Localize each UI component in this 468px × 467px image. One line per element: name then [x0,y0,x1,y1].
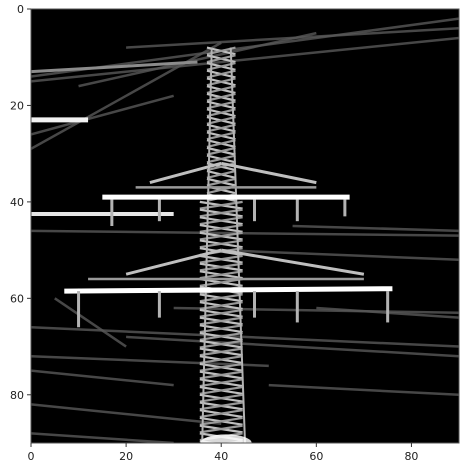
lower-crossarm [64,286,393,294]
tower-lattice [199,401,243,411]
background-line [31,229,459,237]
upper-truss [220,161,317,185]
tower-mast-left [201,47,213,443]
background-line [54,297,127,348]
background-line [173,306,459,315]
background-line [31,41,222,150]
x-tick-label: 20 [119,450,133,463]
y-axis: 0 20 40 60 80 [10,3,31,402]
background-line [126,335,459,358]
tower-lattice [199,362,243,372]
y-tick-label: 0 [17,3,24,16]
tower-lattice [206,115,236,125]
y-tick-label: 60 [10,292,24,305]
lower-truss [220,248,365,276]
tower-lattice [206,154,236,164]
background-line [31,369,174,387]
tower-lattice [206,108,236,118]
upper-truss [149,161,222,185]
background-line [31,432,174,443]
background-line [31,354,269,368]
tower-lattice [206,92,236,102]
tower-lattice [199,347,243,357]
background-line [292,224,459,233]
tower-lattice [206,131,236,141]
tower-base-glow [200,434,252,443]
lower-truss [125,248,222,276]
background-line [78,31,317,88]
x-tick-label: 60 [309,450,323,463]
left-line-top [31,60,198,74]
tower-lattice [199,385,243,395]
tower-lattice [206,169,236,179]
tower-lattice [206,177,236,187]
background-line [268,383,459,397]
tower-lattice [199,316,243,326]
tower-mast-right [229,47,246,443]
background-line [31,36,459,83]
tower-lattice [199,355,243,365]
tower-lattice [206,146,236,156]
background-line [31,94,174,136]
y-tick-label: 40 [10,196,24,209]
tower-lattice [199,424,243,434]
x-tick-label: 80 [404,450,418,463]
y-tick-label: 80 [10,389,24,402]
tower-lattice [206,100,236,110]
tower-lattice [199,308,243,318]
tower-lattice [206,139,236,148]
y-tick-label: 20 [10,99,24,112]
background-line [221,248,459,262]
tower-lattice [199,331,243,341]
tower-lattice [199,409,243,419]
tower-lattice [199,393,243,403]
tower-lattice [199,293,243,303]
tower-lattice [199,370,243,380]
x-axis: 0 20 40 60 80 [28,443,418,463]
background-line [126,27,459,49]
tower-lattice [199,416,243,426]
tower-lattice [206,123,236,133]
heatmap-plot-area [31,9,459,443]
tower-lattice [199,324,243,334]
background-line [31,403,222,425]
tower-lattice [199,339,243,349]
x-tick-label: 0 [28,450,35,463]
tower-lattice [206,85,236,94]
tower-lattice [199,301,243,311]
tower-lattice [199,378,243,388]
x-tick-label: 40 [214,450,228,463]
axes-frame [30,8,460,444]
